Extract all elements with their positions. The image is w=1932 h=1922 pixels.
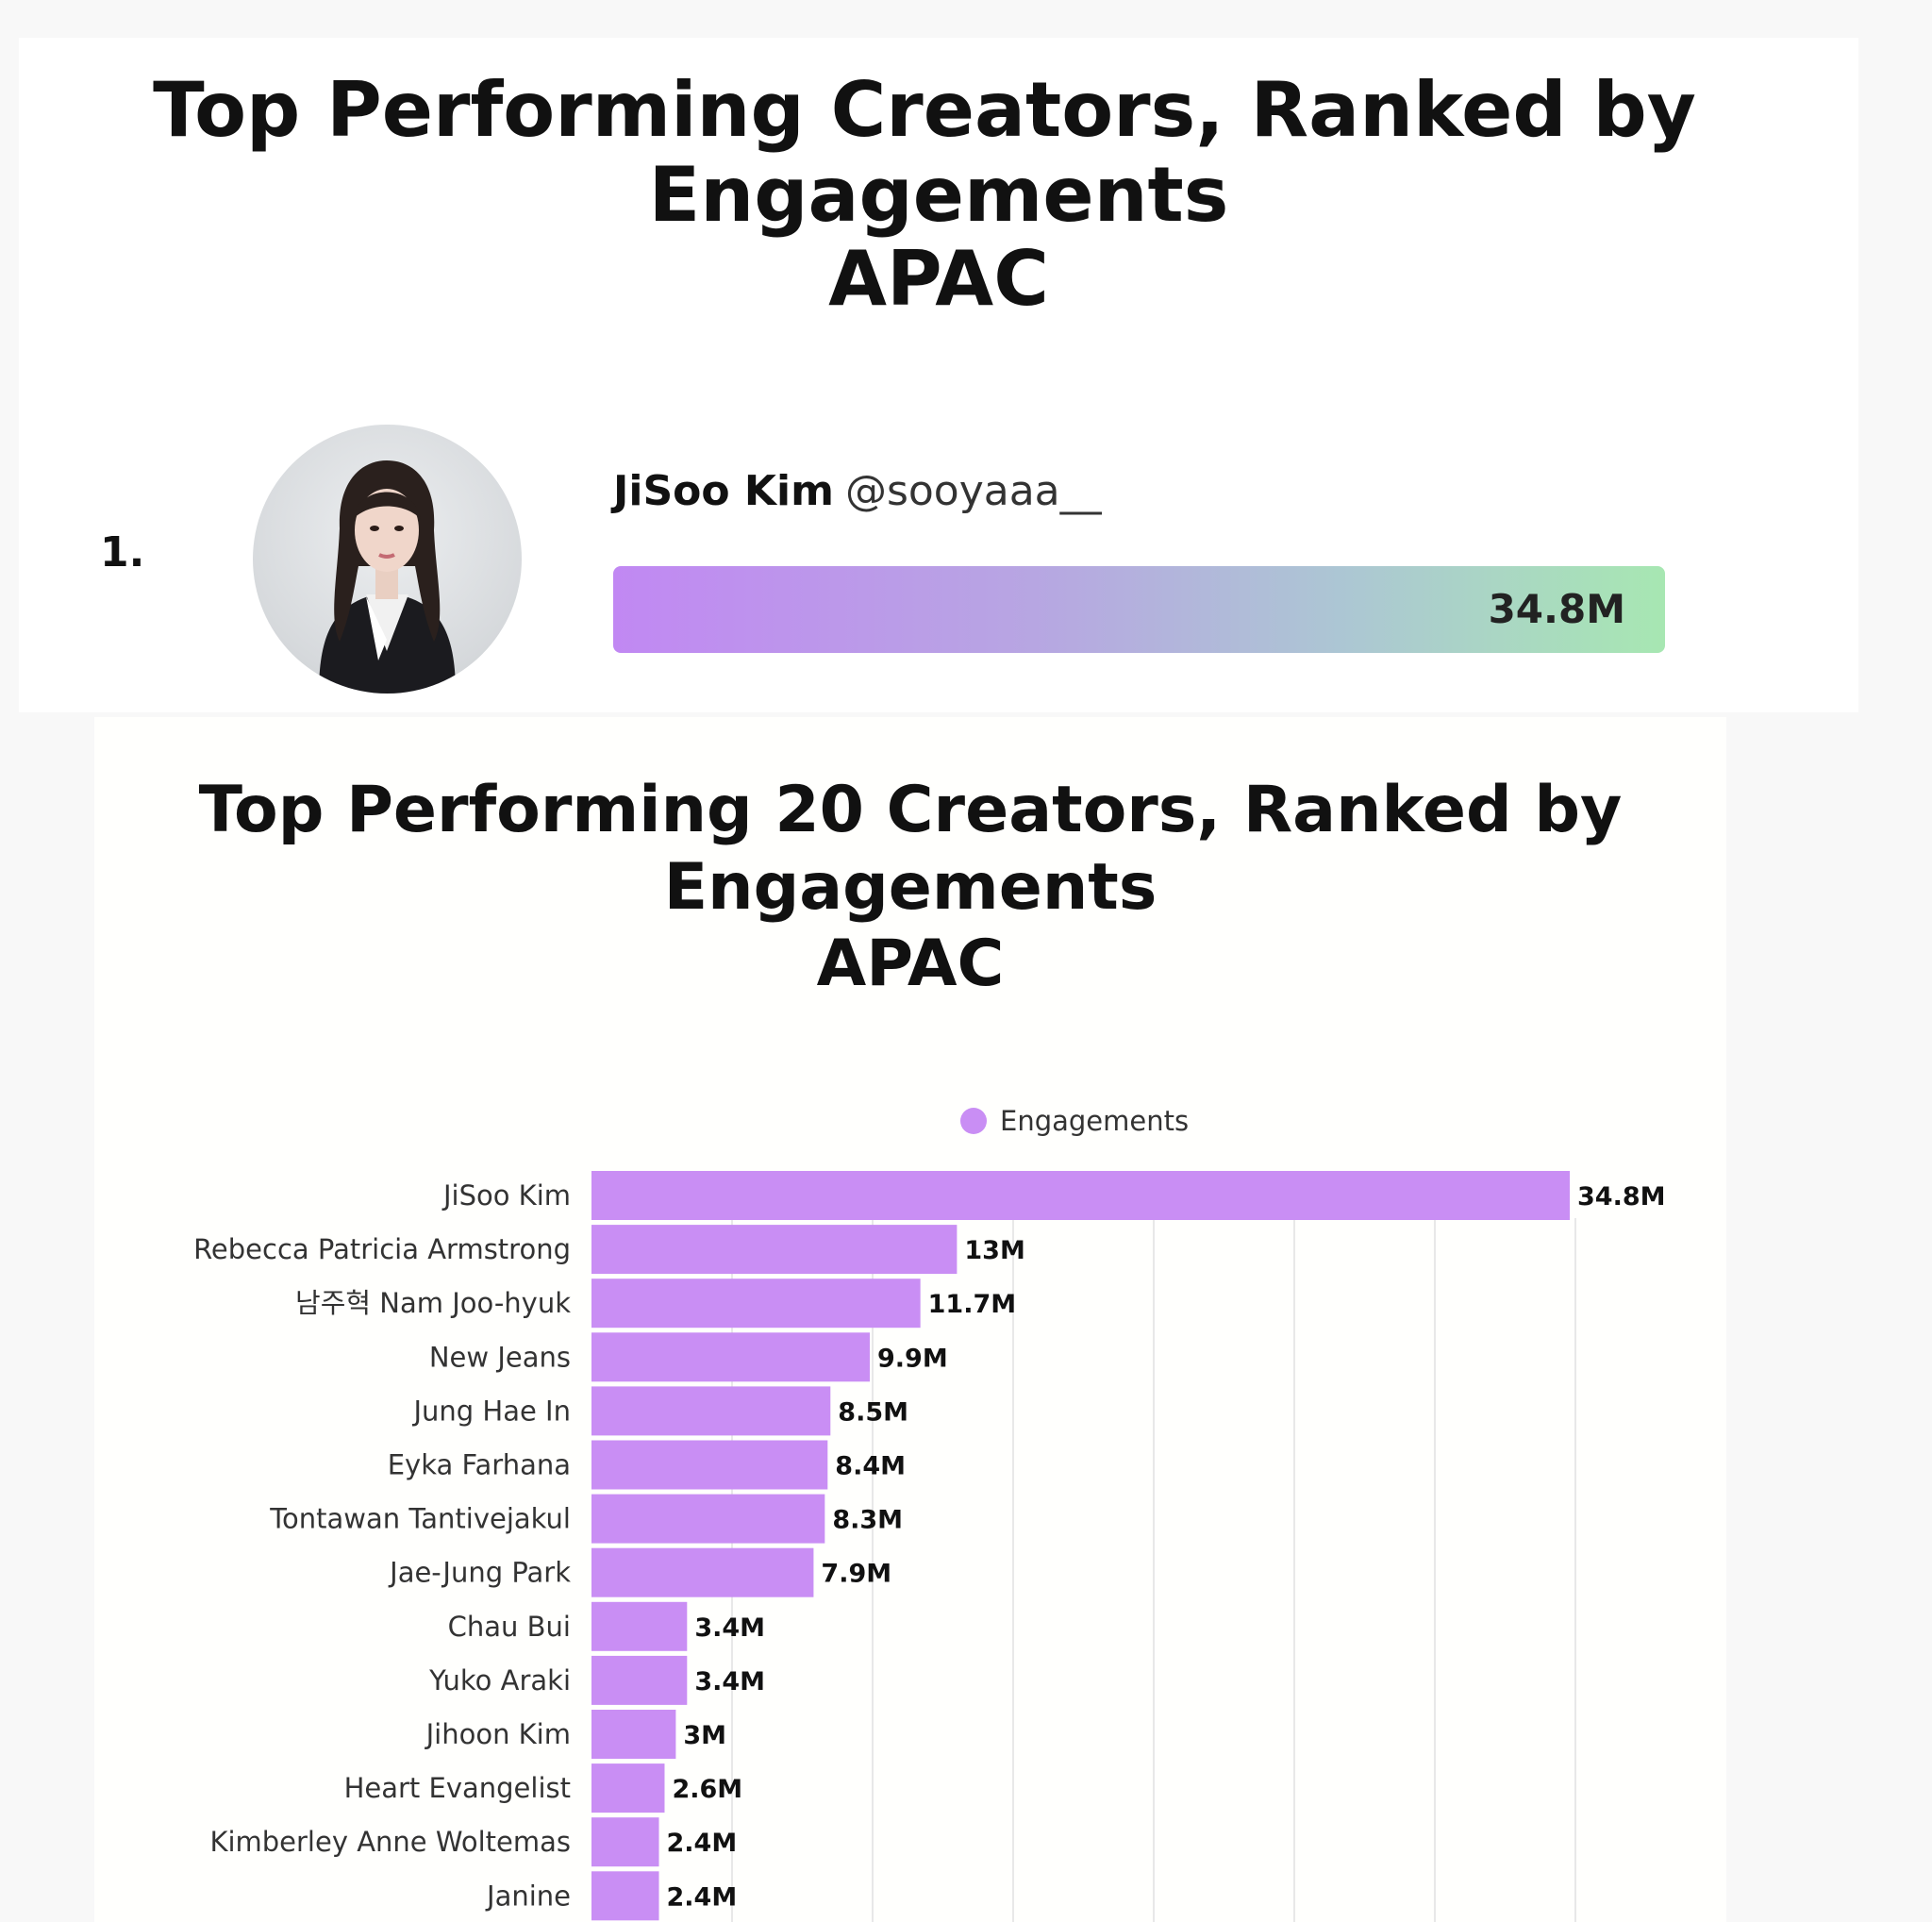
bar-9: [591, 1655, 688, 1705]
value-label: 3.4M: [694, 1667, 765, 1696]
chart-bars: [591, 1171, 1570, 1921]
category-label: Jae-Jung Park: [388, 1557, 571, 1589]
chart-title-line3: APAC: [816, 927, 1005, 1002]
creator-avatar: [253, 425, 522, 694]
top-card-title: Top Performing Creators, Ranked by Engag…: [19, 68, 1858, 322]
avatar-illustration: [319, 460, 456, 694]
value-label: 9.9M: [877, 1344, 948, 1373]
chart-title: Top Performing 20 Creators, Ranked by En…: [94, 772, 1726, 1003]
creator-name: JiSoo Kim: [613, 467, 834, 515]
value-label: 7.9M: [821, 1560, 891, 1589]
bar-10: [591, 1710, 676, 1759]
bar-12: [591, 1817, 659, 1867]
bar-8: [591, 1601, 688, 1651]
category-label: Yuko Araki: [428, 1664, 571, 1696]
category-label: Chau Bui: [448, 1611, 571, 1643]
category-label: Heart Evangelist: [344, 1772, 571, 1804]
category-label: New Jeans: [429, 1341, 571, 1373]
value-label: 2.4M: [667, 1829, 738, 1858]
creator-name-line: JiSoo Kim @sooyaaa__: [613, 467, 1102, 515]
top-card-title-line2: Engagements: [648, 150, 1229, 239]
category-label: Eyka Farhana: [388, 1449, 571, 1481]
bar-3: [591, 1332, 871, 1382]
bar-11: [591, 1763, 665, 1813]
value-label: 8.5M: [838, 1397, 908, 1427]
value-label: 3M: [683, 1721, 726, 1750]
legend-swatch: [960, 1108, 987, 1134]
top-creator-engagement-bar: 34.8M: [613, 566, 1665, 653]
bar-2: [591, 1279, 921, 1329]
bar-0: [591, 1171, 1570, 1220]
value-label: 8.3M: [832, 1506, 903, 1535]
category-label: 남주혁 Nam Joo-hyuk: [295, 1287, 571, 1319]
top-card-title-line1: Top Performing Creators, Ranked by: [153, 66, 1696, 154]
bar-4: [591, 1386, 831, 1436]
category-label: Janine: [485, 1880, 571, 1912]
value-label: 8.4M: [835, 1452, 906, 1481]
category-label: Kimberley Anne Woltemas: [209, 1826, 571, 1858]
bar-1: [591, 1225, 958, 1275]
category-label: Tontawan Tantivejakul: [269, 1503, 571, 1535]
bar-5: [591, 1440, 828, 1490]
value-label: 2.4M: [667, 1882, 738, 1912]
category-label: JiSoo Kim: [441, 1179, 571, 1212]
value-label: 2.6M: [672, 1775, 742, 1804]
chart-title-line1: Top Performing 20 Creators, Ranked by: [198, 773, 1623, 847]
bar-13: [591, 1871, 659, 1921]
value-label: 3.4M: [694, 1613, 765, 1643]
rank-number: 1.: [100, 528, 145, 577]
bar-6: [591, 1494, 825, 1544]
value-label: 11.7M: [928, 1290, 1016, 1319]
bar-7: [591, 1547, 814, 1597]
category-label: Rebecca Patricia Armstrong: [193, 1233, 571, 1265]
chart-labels: JiSoo Kim 34.8M Rebecca Patricia Armstrong…: [193, 1179, 1665, 1912]
top-creator-engagement-value: 34.8M: [1488, 586, 1625, 632]
chart-title-line2: Engagements: [663, 849, 1158, 925]
value-label: 13M: [964, 1236, 1024, 1265]
creator-handle: @sooyaaa__: [844, 467, 1102, 515]
legend-label: Engagements: [1000, 1105, 1190, 1137]
top-card-title-line3: APAC: [828, 235, 1049, 324]
value-label: 34.8M: [1577, 1182, 1666, 1212]
chart-legend: Engagements: [960, 1105, 1189, 1137]
category-label: Jung Hae In: [411, 1395, 571, 1427]
category-label: Jihoon Kim: [425, 1718, 571, 1750]
